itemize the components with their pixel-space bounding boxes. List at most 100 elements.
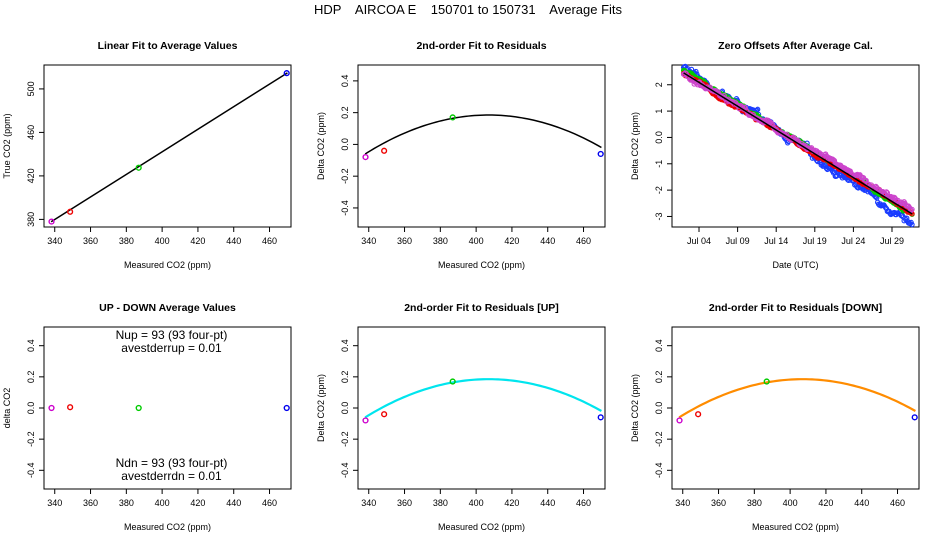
data-point-blue xyxy=(597,150,604,158)
x-tick-label: 380 xyxy=(747,498,762,508)
x-tick-label: 360 xyxy=(397,498,412,508)
x-axis-label: Measured CO2 (ppm) xyxy=(124,260,211,270)
y-tick-label: 0.2 xyxy=(654,371,664,384)
data-point-green xyxy=(135,164,142,171)
x-tick-label: Jul 29 xyxy=(880,236,904,246)
y-tick-label: 0.0 xyxy=(340,402,350,415)
y-axis-label: delta CO2 xyxy=(2,388,12,429)
offset-point xyxy=(863,177,869,184)
y-tick-label: -0.2 xyxy=(340,168,350,184)
x-tick-label: 420 xyxy=(504,498,519,508)
data-point-blue xyxy=(283,70,290,77)
data-point-red xyxy=(381,147,388,154)
x-tick-label: 400 xyxy=(155,236,170,246)
plot-frame xyxy=(43,64,292,228)
x-tick-label: Jul 04 xyxy=(687,236,711,246)
x-tick-label: 460 xyxy=(262,498,277,508)
offset-point xyxy=(909,206,915,213)
offset-point xyxy=(909,221,915,228)
fit-curve xyxy=(678,378,916,419)
x-tick-label: 440 xyxy=(226,498,241,508)
x-tick-label: 340 xyxy=(361,236,376,246)
plot-frame xyxy=(357,64,606,228)
x-tick-label: 400 xyxy=(783,498,798,508)
x-tick-label: 360 xyxy=(397,236,412,246)
x-tick-label: 360 xyxy=(711,498,726,508)
data-point-purple xyxy=(362,417,369,424)
x-tick-label: 340 xyxy=(47,236,62,246)
x-tick-label: 340 xyxy=(675,498,690,508)
x-tick-label: 380 xyxy=(119,236,134,246)
offset-point xyxy=(831,157,838,164)
x-axis-label: Measured CO2 (ppm) xyxy=(438,260,525,270)
x-tick-label: 460 xyxy=(890,498,905,508)
x-tick-label: 440 xyxy=(540,236,555,246)
data-point-red xyxy=(381,411,388,418)
x-tick-label: 440 xyxy=(226,236,241,246)
x-tick-label: 340 xyxy=(361,498,376,508)
offset-point xyxy=(755,106,761,112)
data-point-red xyxy=(67,404,74,411)
x-axis-label: Measured CO2 (ppm) xyxy=(124,522,211,532)
y-axis-label: Delta CO2 (ppm) xyxy=(630,374,640,442)
data-point-green xyxy=(135,404,142,412)
y-tick-label: -0.2 xyxy=(654,431,664,447)
x-tick-label: 420 xyxy=(190,498,205,508)
y-tick-label: -0.2 xyxy=(26,431,36,447)
x-tick-label: 340 xyxy=(47,498,62,508)
y-tick-label: -0.4 xyxy=(340,463,350,479)
y-axis-label: Delta CO2 (ppm) xyxy=(630,112,640,180)
x-tick-label: 400 xyxy=(469,498,484,508)
x-axis-label: Date (UTC) xyxy=(772,260,818,270)
offset-point xyxy=(693,68,699,75)
x-tick-label: 380 xyxy=(433,498,448,508)
plot-frame xyxy=(671,64,920,228)
annotation-avestderrdn: avestderrdn = 0.01 xyxy=(121,469,222,483)
y-tick-label: 0.0 xyxy=(26,402,36,415)
x-tick-label: 460 xyxy=(576,236,591,246)
offset-series-purple xyxy=(680,70,915,214)
y-tick-label: -0.4 xyxy=(654,463,664,479)
offset-point xyxy=(770,121,776,128)
data-point-blue xyxy=(597,414,604,421)
x-tick-label: Jul 09 xyxy=(726,236,750,246)
y-axis-label: True CO2 (ppm) xyxy=(2,113,12,178)
plot-frame xyxy=(671,326,920,490)
x-axis-label: Measured CO2 (ppm) xyxy=(438,522,525,532)
x-tick-label: 380 xyxy=(119,498,134,508)
y-tick-label: -2 xyxy=(654,186,664,194)
data-point-blue xyxy=(283,404,290,412)
x-tick-label: 460 xyxy=(576,498,591,508)
panel-title: Zero Offsets After Average Cal. xyxy=(718,40,873,52)
plot-frame xyxy=(357,326,606,490)
y-axis-label: Delta CO2 (ppm) xyxy=(316,112,326,180)
x-tick-label: 420 xyxy=(818,498,833,508)
fit-curve xyxy=(364,378,602,419)
y-tick-label: -0.4 xyxy=(340,200,350,216)
x-tick-label: 380 xyxy=(433,236,448,246)
x-axis-label: Measured CO2 (ppm) xyxy=(752,522,839,532)
x-tick-label: 360 xyxy=(83,498,98,508)
data-point-green xyxy=(449,114,456,121)
data-point-purple xyxy=(48,218,55,225)
x-tick-label: 400 xyxy=(469,236,484,246)
offset-point xyxy=(904,215,910,221)
data-point-red xyxy=(695,411,702,418)
y-tick-label: 1 xyxy=(654,109,664,114)
data-point-green xyxy=(763,378,770,385)
x-tick-label: 440 xyxy=(540,498,555,508)
y-tick-label: 420 xyxy=(26,168,36,183)
panel-title: 2nd-order Fit to Residuals [DOWN] xyxy=(709,302,882,314)
offset-trend-line xyxy=(683,72,913,215)
y-tick-label: 460 xyxy=(26,125,36,140)
y-tick-label: 0.0 xyxy=(340,138,350,151)
y-tick-label: 0.2 xyxy=(340,106,350,119)
data-point-blue xyxy=(911,414,918,421)
x-tick-label: 440 xyxy=(854,498,869,508)
y-tick-label: 0.4 xyxy=(340,339,350,352)
x-tick-label: Jul 19 xyxy=(803,236,827,246)
offset-point xyxy=(883,189,890,195)
x-tick-label: 420 xyxy=(504,236,519,246)
x-tick-label: 400 xyxy=(155,498,170,508)
y-tick-label: -3 xyxy=(654,212,664,220)
